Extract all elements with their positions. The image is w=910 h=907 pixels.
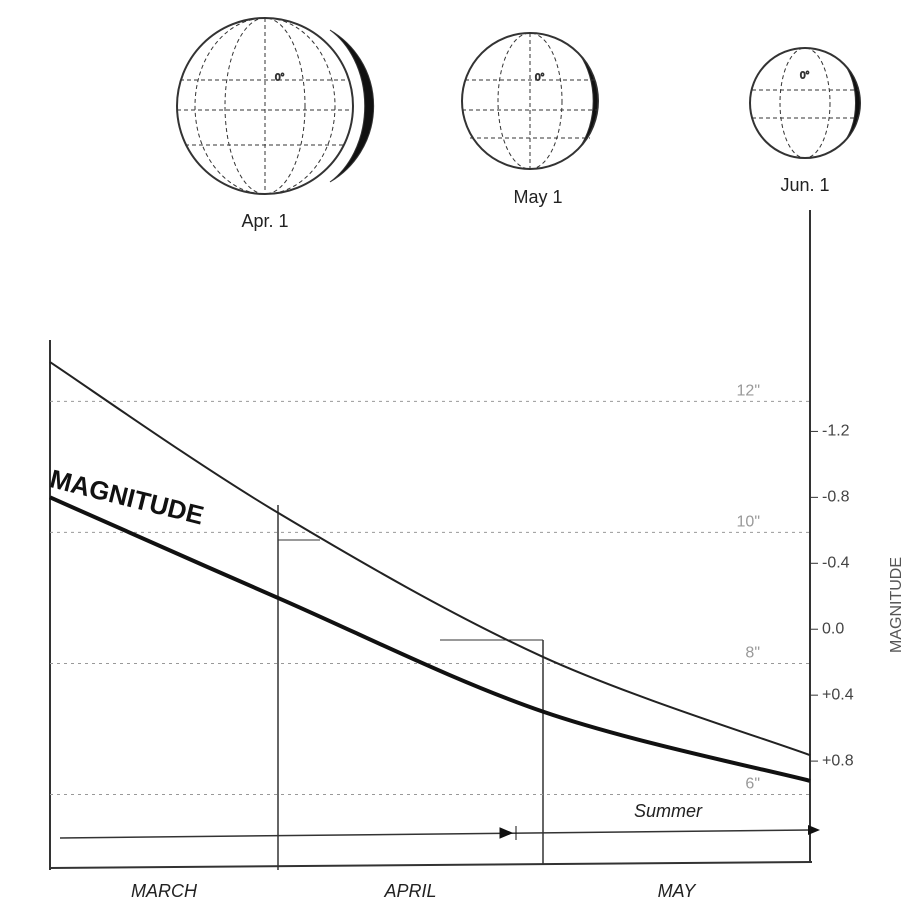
annotation: Summer: [634, 801, 703, 821]
y2-tick-label: 8": [745, 645, 760, 662]
line: [50, 362, 810, 755]
y-tick-label: -0.4: [822, 555, 850, 572]
globe: 0°: [177, 18, 374, 194]
x-tick-label: APRIL: [383, 881, 436, 901]
date-label: Apr. 1: [241, 211, 288, 231]
summer-arrow: [60, 830, 810, 838]
y-tick-label: 0.0: [822, 620, 844, 637]
y-tick-label: -0.8: [822, 489, 850, 506]
x-tick-label: MAY: [658, 881, 698, 901]
svg-text:0°: 0°: [800, 71, 810, 82]
x-tick-label: MARCH: [131, 881, 198, 901]
y-tick-label: +0.8: [822, 752, 854, 769]
svg-text:0°: 0°: [535, 73, 545, 84]
y-axis-title: MAGNITUDE: [888, 557, 905, 653]
axis-line: [50, 862, 812, 868]
y-tick-label: -1.2: [822, 423, 850, 440]
svg-text:0°: 0°: [275, 73, 285, 84]
y2-tick-label: 10": [737, 514, 760, 531]
globe: 0°: [750, 48, 860, 158]
y2-tick-label: 6": [745, 776, 760, 793]
date-label: Jun. 1: [780, 175, 829, 195]
line: [50, 497, 810, 781]
globe: 0°: [462, 33, 598, 169]
y-tick-label: +0.4: [822, 686, 854, 703]
chart: 0° 0° 0° Apr. 1 May 1 Jun. 1 Summer MAGN…: [0, 0, 910, 907]
line-label: MAGNITUDE: [47, 463, 207, 530]
y2-tick-label: 12": [737, 383, 760, 400]
summer-arrow: [808, 825, 820, 835]
date-label: May 1: [513, 187, 562, 207]
